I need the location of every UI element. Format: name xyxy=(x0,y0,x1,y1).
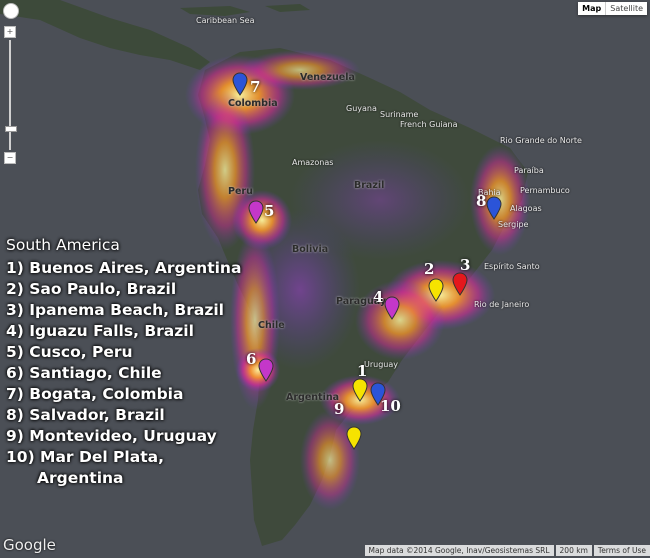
pin-number-1: 1 xyxy=(357,362,368,380)
map-pin-8[interactable] xyxy=(486,196,502,220)
pin-number-4: 4 xyxy=(373,288,384,306)
label-alagoas: Alagoas xyxy=(510,204,542,213)
google-logo[interactable]: Google xyxy=(3,536,56,554)
label-pernambuco: Pernambuco xyxy=(520,186,570,195)
legend-item-9: 9) Montevideo, Uruguay xyxy=(6,427,217,445)
pin-number-10: 10 xyxy=(380,397,401,415)
map-pin-5[interactable] xyxy=(248,200,264,224)
map-pin-9[interactable] xyxy=(346,426,362,450)
map-pin-1[interactable] xyxy=(352,378,368,402)
label-sergipe: Sergipe xyxy=(498,220,529,229)
pin-number-5: 5 xyxy=(264,202,275,220)
label-bolivia: Bolivia xyxy=(292,244,329,255)
map-footer: Map data ©2014 Google, Inav/Geosistemas … xyxy=(363,545,650,556)
map-pin-6-body xyxy=(258,358,274,382)
pin-number-8: 8 xyxy=(476,192,487,210)
map-scale: 200 km xyxy=(555,545,592,556)
map-pin-4[interactable] xyxy=(384,296,400,320)
pin-number-6: 6 xyxy=(246,350,257,368)
pin-number-2: 2 xyxy=(424,260,435,278)
pan-control[interactable] xyxy=(3,3,19,19)
map-pin-7[interactable] xyxy=(232,72,248,96)
zoom-control: + − xyxy=(4,26,17,164)
pin-number-9: 9 xyxy=(334,400,345,418)
map-attribution: Map data ©2014 Google, Inav/Geosistemas … xyxy=(364,545,554,556)
map-type-map-button[interactable]: Map xyxy=(582,4,602,13)
legend-item-6: 6) Santiago, Chile xyxy=(6,364,162,382)
label-brazil: Brazil xyxy=(354,180,385,191)
label-argentina: Argentina xyxy=(286,392,340,403)
map-pin-2[interactable] xyxy=(428,278,444,302)
legend-item-7: 7) Bogata, Colombia xyxy=(6,385,184,403)
map-type-control: Map Satellite xyxy=(578,2,647,15)
label-chile: Chile xyxy=(258,320,285,331)
zoom-slider-track[interactable] xyxy=(5,40,17,150)
legend-item-5: 5) Cusco, Peru xyxy=(6,343,133,361)
terms-of-use-link[interactable]: Terms of Use xyxy=(593,545,650,556)
label-rio-de-janeiro: Rio de Janeiro xyxy=(474,300,530,309)
zoom-slider-thumb[interactable] xyxy=(5,126,17,132)
label-paraguay: Paraguay xyxy=(336,296,387,307)
label-colombia: Colombia xyxy=(228,98,278,109)
legend-item-4: 4) Iguazu Falls, Brazil xyxy=(6,322,194,340)
label-bahia: Bahia xyxy=(478,188,501,197)
map-pin-1-body xyxy=(352,378,368,402)
pin-number-3: 3 xyxy=(460,256,471,274)
zoom-out-button[interactable]: − xyxy=(4,152,16,164)
label-uruguay: Uruguay xyxy=(364,360,398,369)
label-paraiba: Paraíba xyxy=(514,166,544,175)
legend-item-2: 2) Sao Paulo, Brazil xyxy=(6,280,177,298)
map-pin-9-body xyxy=(346,426,362,450)
map-type-satellite-button[interactable]: Satellite xyxy=(605,2,647,15)
map-pin-4-body xyxy=(384,296,400,320)
map-pin-7-body xyxy=(232,72,248,96)
map-pin-10-body xyxy=(370,382,386,406)
map-pin-5-body xyxy=(248,200,264,224)
legend-item-8: 8) Salvador, Brazil xyxy=(6,406,165,424)
label-amazonas: Amazonas xyxy=(292,158,334,167)
label-suriname: Suriname xyxy=(380,110,419,119)
map-pin-2-body xyxy=(428,278,444,302)
label-rio-grande-do-norte: Rio Grande do Norte xyxy=(500,136,582,145)
map-pin-6[interactable] xyxy=(258,358,274,382)
label-peru: Peru xyxy=(228,186,253,197)
label-venezuela: Venezuela xyxy=(300,72,355,83)
label-caribbean-sea: Caribbean Sea xyxy=(196,16,255,25)
legend-title: South America xyxy=(6,236,120,254)
legend-item-10-continued: Argentina xyxy=(37,469,124,487)
label-espirito-santo: Espírito Santo xyxy=(484,262,540,271)
map-pin-8-body xyxy=(486,196,502,220)
label-guyana: Guyana xyxy=(346,104,377,113)
map-pin-10[interactable] xyxy=(370,382,386,406)
destination-legend: South America 1) Buenos Aires, Argentina… xyxy=(6,236,278,489)
pin-number-7: 7 xyxy=(250,78,261,96)
legend-item-10: 10) Mar Del Plata, xyxy=(6,448,164,466)
label-french-guiana: French Guiana xyxy=(400,120,458,129)
legend-item-3: 3) Ipanema Beach, Brazil xyxy=(6,301,224,319)
legend-item-1: 1) Buenos Aires, Argentina xyxy=(6,259,242,277)
zoom-in-button[interactable]: + xyxy=(4,26,16,38)
map-pin-3[interactable] xyxy=(452,272,468,296)
map-pin-3-body xyxy=(452,272,468,296)
